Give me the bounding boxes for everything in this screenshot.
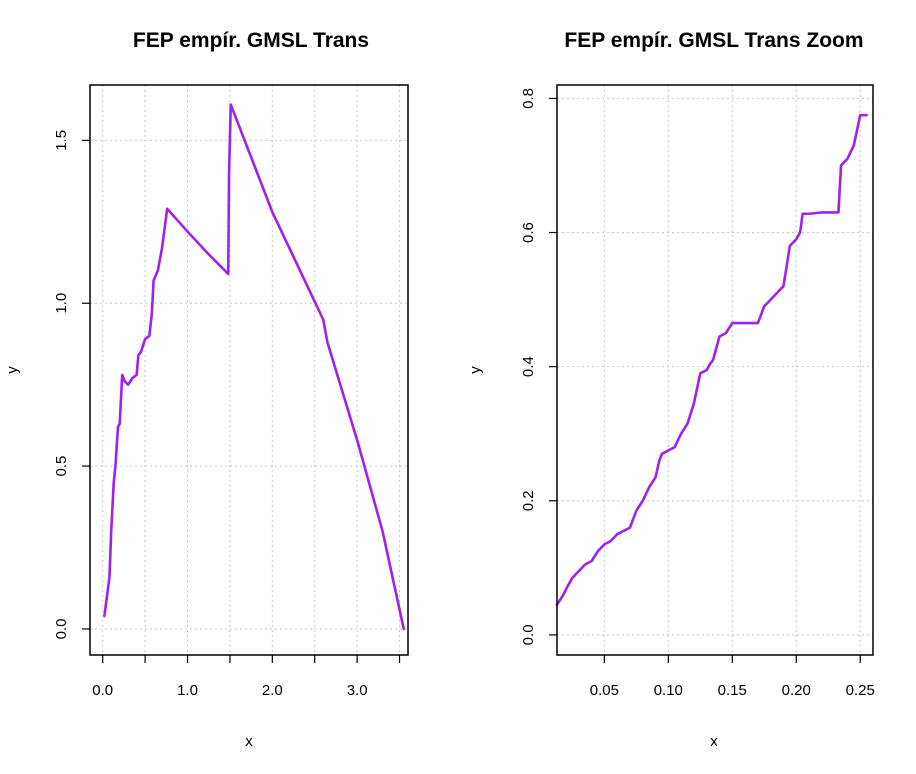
left-y-tick-label: 0.0 xyxy=(53,619,70,640)
left-x-tick-label: 1.0 xyxy=(177,682,198,699)
left-y-axis: 0.0 0.5 1.0 1.5 xyxy=(53,130,90,639)
right-y-axis-label: y xyxy=(467,366,484,374)
left-plot-frame xyxy=(89,84,409,656)
right-series xyxy=(555,113,868,607)
right-x-tick-label: 0.05 xyxy=(590,682,619,699)
right-x-axis-label: x xyxy=(710,733,718,750)
left-x-axis-label: x xyxy=(245,733,253,750)
right-x-tick-label: 0.10 xyxy=(654,682,683,699)
panel-right: FEP empír. GMSL Trans Zoom 0.05 0.10 0.15 0… xyxy=(467,29,875,750)
left-x-tick-label: 0.0 xyxy=(92,682,113,699)
left-y-axis-label: y xyxy=(4,366,21,374)
right-x-tick-label: 0.25 xyxy=(846,682,875,699)
right-y-tick-label: 0.6 xyxy=(520,222,537,243)
right-series-line xyxy=(555,113,868,607)
left-x-tick-label: 3.0 xyxy=(347,682,368,699)
left-series-line xyxy=(103,103,406,631)
left-y-tick-label: 1.0 xyxy=(53,293,70,314)
right-x-tick-label: 0.15 xyxy=(718,682,747,699)
left-y-tick-label: 1.5 xyxy=(53,130,70,151)
right-x-axis: 0.05 0.10 0.15 0.20 0.25 xyxy=(590,655,875,699)
right-y-tick-label: 0.4 xyxy=(520,356,537,377)
right-y-tick-label: 0.0 xyxy=(520,624,537,645)
right-grid xyxy=(557,85,873,655)
left-x-axis: 0.0 1.0 2.0 3.0 xyxy=(92,655,401,699)
left-chart-title: FEP empír. GMSL Trans xyxy=(133,29,369,52)
right-y-tick-label: 0.8 xyxy=(520,88,537,109)
left-y-tick-label: 0.5 xyxy=(53,456,70,477)
left-x-tick-label: 2.0 xyxy=(262,682,283,699)
right-chart-title: FEP empír. GMSL Trans Zoom xyxy=(564,29,863,52)
right-x-tick-label: 0.20 xyxy=(782,682,811,699)
panel-left: FEP empír. GMSL Trans 0.0 1.0 2.0 3.0 0.00.… xyxy=(4,29,409,750)
right-y-tick-label: 0.2 xyxy=(520,490,537,511)
left-series xyxy=(103,103,406,631)
right-plot-frame xyxy=(556,84,874,656)
right-y-axis: 0.0 0.2 0.4 0.6 0.8 xyxy=(520,88,557,645)
